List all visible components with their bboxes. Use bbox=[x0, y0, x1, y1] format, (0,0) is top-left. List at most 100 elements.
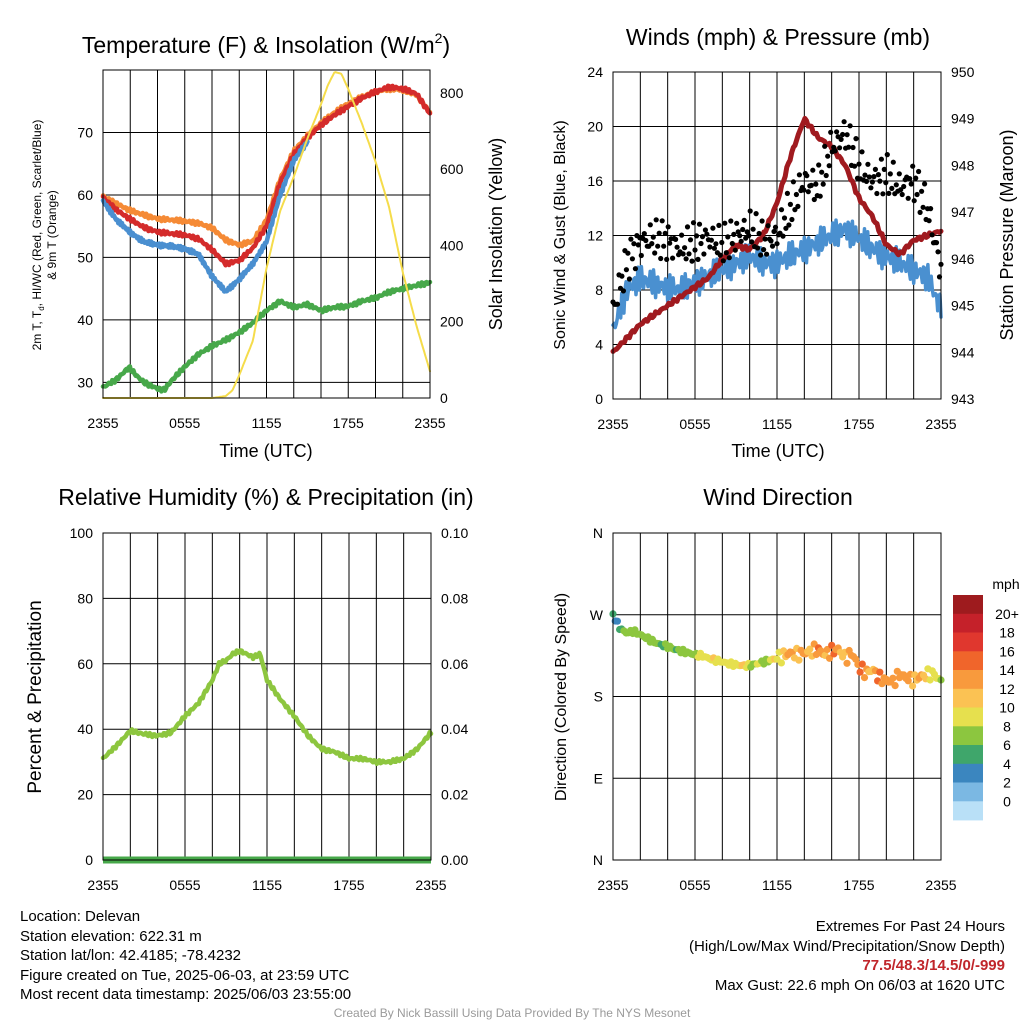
gust-point bbox=[772, 224, 779, 230]
created-text: Figure created on Tue, 2025-06-03, at 23… bbox=[20, 966, 350, 984]
gust-point bbox=[922, 181, 928, 187]
gust-point bbox=[719, 239, 725, 246]
gust-point bbox=[662, 230, 668, 236]
gust-point bbox=[674, 244, 680, 250]
y-tick-label: 24 bbox=[587, 64, 603, 80]
gust-point bbox=[863, 178, 870, 184]
gust-point bbox=[720, 258, 726, 264]
gust-point bbox=[665, 224, 671, 230]
gust-point bbox=[881, 166, 887, 172]
extremes-title: Extremes For Past 24 Hours bbox=[815, 918, 1005, 935]
y-tick-label: 8 bbox=[595, 282, 603, 298]
y-tick-label: 60 bbox=[77, 656, 93, 672]
y-right-tick-label: 0.10 bbox=[441, 525, 468, 541]
gust-point bbox=[878, 156, 885, 162]
colorbar-swatch bbox=[953, 763, 983, 783]
gust-point bbox=[910, 163, 916, 169]
gust-point bbox=[875, 172, 882, 178]
gust-point bbox=[850, 144, 856, 151]
winds-title: Winds (mph) & Pressure (mb) bbox=[626, 24, 930, 50]
colorbar-label: 20+ bbox=[995, 606, 1019, 622]
gust-point bbox=[692, 247, 698, 253]
gust-point bbox=[840, 131, 846, 138]
gust-point bbox=[768, 238, 774, 244]
direction-point bbox=[926, 676, 934, 684]
colorbar-swatch bbox=[953, 632, 983, 652]
x-tick-label: 1755 bbox=[843, 877, 874, 893]
winds-xlabel: Time (UTC) bbox=[731, 441, 824, 461]
gust-point bbox=[684, 224, 691, 230]
x-tick-label: 0555 bbox=[169, 415, 200, 431]
humidity-title: Relative Humidity (%) & Precipitation (i… bbox=[58, 484, 473, 510]
y-tick-label: 70 bbox=[77, 124, 93, 140]
temperature-xlabel: Time (UTC) bbox=[219, 441, 312, 461]
direction-scatter bbox=[609, 610, 945, 690]
y-tick-label: 80 bbox=[77, 590, 93, 606]
gust-point bbox=[649, 241, 655, 247]
gust-point bbox=[805, 189, 811, 195]
gust-point bbox=[913, 175, 919, 181]
gust-point bbox=[690, 220, 697, 226]
colorbar-swatch bbox=[953, 595, 983, 615]
colorbar-swatch bbox=[953, 745, 983, 765]
y-right-tick-label: 0 bbox=[440, 390, 448, 406]
gust-point bbox=[771, 228, 777, 235]
humidity-panel: Relative Humidity (%) & Precipitation (i… bbox=[25, 484, 474, 893]
direction-ylabel: Direction (Colored By Speed) bbox=[553, 593, 570, 801]
gust-point bbox=[801, 187, 807, 193]
max-gust-text: Max Gust: 22.6 mph On 06/03 at 1620 UTC bbox=[714, 976, 1005, 994]
x-tick-label: 2355 bbox=[597, 877, 628, 893]
gust-point bbox=[790, 179, 797, 185]
x-tick-label: 1155 bbox=[762, 416, 792, 432]
gust-point bbox=[926, 218, 932, 224]
gust-point bbox=[774, 241, 780, 247]
x-tick-label: 1155 bbox=[251, 415, 281, 431]
location-text: Location: Delevan bbox=[20, 908, 141, 925]
y-right-tick-label: 200 bbox=[440, 314, 464, 330]
colorbar-label: 8 bbox=[1003, 718, 1011, 734]
gust-point bbox=[699, 234, 706, 240]
x-tick-label: 2355 bbox=[87, 877, 118, 893]
gust-point bbox=[650, 234, 656, 240]
y-tick-label: 40 bbox=[77, 721, 93, 737]
gust-point bbox=[820, 181, 826, 187]
temperature-ylabel: 2m T, Td, HI/WC (Red, Green, Scarlet/Blu… bbox=[30, 120, 46, 351]
y-right-tick-label: 0.08 bbox=[441, 590, 468, 606]
x-tick-label: 1755 bbox=[333, 877, 364, 893]
y-tick-label: 40 bbox=[77, 312, 93, 328]
y-tick-label: 12 bbox=[587, 228, 603, 244]
gust-point bbox=[874, 190, 880, 197]
gust-point bbox=[731, 231, 737, 237]
gust-point bbox=[614, 301, 621, 307]
y-tick-label: S bbox=[594, 689, 603, 705]
humidity-gridlines bbox=[103, 533, 431, 860]
temperature-tick-labels: 2355 0555 1155 1755 2355 30 40 50 60 70 0 200 400 600… bbox=[77, 85, 463, 431]
gust-point bbox=[856, 161, 862, 167]
gust-point bbox=[916, 168, 922, 175]
colorbar-label: 12 bbox=[999, 681, 1015, 697]
gust-point bbox=[725, 234, 731, 240]
gust-point bbox=[713, 241, 719, 247]
y-tick-label: W bbox=[590, 607, 604, 623]
gust-point bbox=[682, 245, 688, 251]
gust-point bbox=[907, 176, 913, 182]
gust-point bbox=[789, 216, 795, 223]
red-2m-temp-line bbox=[100, 83, 433, 268]
gust-point bbox=[919, 188, 925, 194]
y-right-tick-label: 0.00 bbox=[441, 852, 468, 868]
colorbar-swatch bbox=[953, 707, 983, 727]
colorbar-swatch bbox=[953, 670, 983, 690]
direction-point bbox=[889, 674, 897, 682]
humidity-tick-labels: 2355 0555 1155 1755 2355 0 20 40 60 80 100 0.00 0.02… bbox=[70, 525, 469, 893]
gust-point bbox=[844, 132, 850, 138]
gust-point bbox=[740, 226, 746, 233]
gust-point bbox=[769, 243, 776, 249]
gust-point bbox=[851, 163, 858, 169]
gust-point bbox=[810, 167, 816, 173]
gust-point bbox=[729, 240, 735, 247]
credit-text: Created By Nick Bassill Using Data Provi… bbox=[333, 1006, 691, 1020]
gust-point bbox=[756, 230, 762, 237]
x-tick-label: 0555 bbox=[679, 416, 710, 432]
gust-point bbox=[652, 250, 658, 256]
y-tick-label: E bbox=[594, 770, 603, 786]
